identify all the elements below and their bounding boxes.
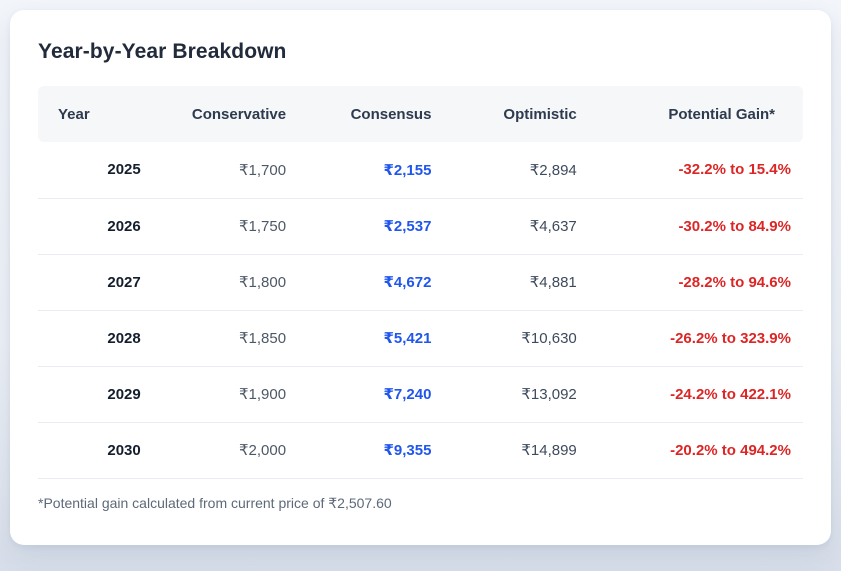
column-header-consensus: Consensus xyxy=(298,86,444,142)
potential-gain-cell: -24.2% to 422.1% xyxy=(588,366,803,423)
optimistic-cell: ₹13,092 xyxy=(443,366,589,423)
card-title: Year-by-Year Breakdown xyxy=(38,40,287,63)
potential-gain-cell: -30.2% to 84.9% xyxy=(588,198,803,255)
table-header: Year Conservative Consensus Optimistic P… xyxy=(38,86,803,142)
table-row: 2030 ₹2,000 ₹9,355 ₹14,899 -20.2% to 494… xyxy=(38,422,803,479)
conservative-cell: ₹1,750 xyxy=(152,198,299,255)
column-header-potential-gain: Potential Gain* xyxy=(588,86,803,142)
potential-gain-cell: -26.2% to 323.9% xyxy=(588,310,803,367)
consensus-cell: ₹2,537 xyxy=(298,198,444,255)
optimistic-cell: ₹2,894 xyxy=(443,142,589,199)
table-row: 2029 ₹1,900 ₹7,240 ₹13,092 -24.2% to 422… xyxy=(38,366,803,423)
header-row: Year Conservative Consensus Optimistic P… xyxy=(38,86,803,142)
consensus-cell: ₹2,155 xyxy=(298,142,444,199)
table-row: 2028 ₹1,850 ₹5,421 ₹10,630 -26.2% to 323… xyxy=(38,310,803,367)
table-row: 2026 ₹1,750 ₹2,537 ₹4,637 -30.2% to 84.9… xyxy=(38,198,803,255)
table-row: 2025 ₹1,700 ₹2,155 ₹2,894 -32.2% to 15.4… xyxy=(38,142,803,199)
year-cell: 2028 xyxy=(38,310,153,367)
potential-gain-cell: -20.2% to 494.2% xyxy=(588,422,803,479)
year-cell: 2027 xyxy=(38,254,153,311)
conservative-cell: ₹2,000 xyxy=(152,422,299,479)
table-row: 2027 ₹1,800 ₹4,672 ₹4,881 -28.2% to 94.6… xyxy=(38,254,803,311)
consensus-cell: ₹7,240 xyxy=(298,366,444,423)
conservative-cell: ₹1,900 xyxy=(152,366,299,423)
optimistic-cell: ₹4,881 xyxy=(443,254,589,311)
conservative-cell: ₹1,700 xyxy=(152,142,299,199)
consensus-cell: ₹4,672 xyxy=(298,254,444,311)
year-cell: 2029 xyxy=(38,366,153,423)
year-cell: 2026 xyxy=(38,198,153,255)
year-cell: 2030 xyxy=(38,422,153,479)
potential-gain-cell: -28.2% to 94.6% xyxy=(588,254,803,311)
footnote: *Potential gain calculated from current … xyxy=(38,494,392,511)
consensus-cell: ₹9,355 xyxy=(298,422,444,479)
potential-gain-cell: -32.2% to 15.4% xyxy=(588,142,803,199)
optimistic-cell: ₹10,630 xyxy=(443,310,589,367)
conservative-cell: ₹1,850 xyxy=(152,310,299,367)
breakdown-table: Year Conservative Consensus Optimistic P… xyxy=(38,86,803,479)
column-header-optimistic: Optimistic xyxy=(443,86,589,142)
year-cell: 2025 xyxy=(38,142,153,199)
table-body: 2025 ₹1,700 ₹2,155 ₹2,894 -32.2% to 15.4… xyxy=(38,142,803,479)
consensus-cell: ₹5,421 xyxy=(298,310,444,367)
optimistic-cell: ₹4,637 xyxy=(443,198,589,255)
column-header-year: Year xyxy=(38,86,153,142)
year-breakdown-card: Year-by-Year Breakdown Year Conservative… xyxy=(10,10,831,545)
optimistic-cell: ₹14,899 xyxy=(443,422,589,479)
column-header-conservative: Conservative xyxy=(152,86,299,142)
conservative-cell: ₹1,800 xyxy=(152,254,299,311)
